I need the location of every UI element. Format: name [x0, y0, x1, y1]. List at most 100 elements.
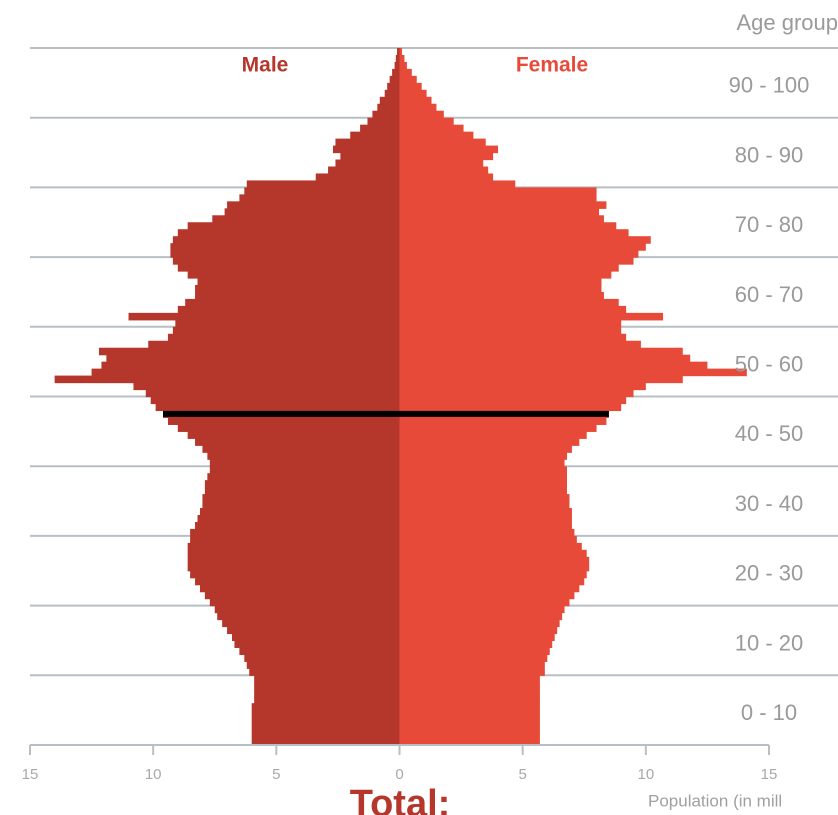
x-tick-label: 5	[272, 766, 280, 783]
bar	[195, 291, 400, 300]
bar	[172, 257, 400, 265]
bar	[234, 640, 400, 649]
bar	[177, 264, 400, 272]
bars	[54, 48, 747, 746]
bar	[254, 689, 400, 697]
bar	[399, 278, 602, 286]
bar	[399, 82, 422, 91]
age-group-label: 10 - 20	[735, 630, 804, 655]
bar	[399, 166, 489, 175]
bar	[335, 138, 400, 147]
bar	[399, 696, 540, 704]
bar	[399, 124, 464, 133]
bar	[399, 487, 568, 495]
bar	[190, 528, 400, 537]
bar	[399, 326, 622, 335]
bar	[246, 661, 400, 669]
bar	[399, 201, 607, 209]
bar	[399, 298, 619, 307]
bar	[399, 222, 617, 230]
bar	[399, 626, 558, 635]
x-axis-title: Population (in mill	[648, 791, 782, 810]
bar	[399, 152, 494, 161]
bar	[399, 452, 568, 460]
bar	[399, 347, 683, 356]
age-group-label: 60 - 70	[735, 282, 804, 307]
bar	[387, 82, 400, 91]
x-tick-label: 10	[145, 766, 162, 783]
bar	[399, 54, 405, 63]
bar	[399, 187, 597, 195]
age-group-label: 80 - 90	[735, 142, 804, 167]
bar	[399, 682, 540, 690]
bar	[399, 619, 560, 628]
bar	[392, 68, 400, 77]
bar	[399, 612, 563, 621]
bar	[399, 438, 580, 446]
bar	[399, 396, 627, 405]
x-tick-label: 5	[518, 766, 526, 783]
bar	[399, 264, 619, 272]
bar	[199, 508, 400, 516]
bar	[399, 445, 572, 453]
bar	[397, 48, 400, 56]
bar	[167, 333, 400, 342]
bar	[399, 724, 540, 732]
bar	[239, 194, 400, 202]
bar	[399, 654, 548, 662]
bar	[246, 180, 400, 188]
bar	[399, 508, 572, 516]
bar	[379, 96, 400, 105]
bar	[399, 208, 600, 216]
bar	[170, 250, 400, 258]
bar	[254, 682, 400, 690]
bar	[399, 131, 474, 140]
bar	[399, 431, 587, 439]
bar	[172, 236, 400, 244]
bar	[399, 459, 565, 467]
bar	[360, 124, 400, 133]
bar	[399, 528, 575, 537]
bar	[399, 424, 597, 432]
bar	[222, 619, 400, 628]
bar	[384, 89, 400, 98]
bar	[209, 459, 400, 467]
bar	[399, 584, 580, 593]
bar	[187, 542, 400, 551]
bar	[231, 633, 400, 642]
bar	[251, 738, 400, 746]
bar	[254, 675, 400, 683]
bar	[209, 466, 400, 474]
bar	[399, 542, 582, 551]
bar	[372, 110, 400, 119]
age-group-label: 0 - 10	[741, 700, 797, 725]
bar	[214, 605, 400, 614]
bar	[204, 487, 400, 495]
bar	[167, 417, 400, 425]
x-tick-label: 15	[761, 766, 778, 783]
bar	[399, 368, 747, 377]
legend-label: Female	[516, 54, 588, 77]
bar	[227, 626, 400, 635]
bar	[399, 68, 412, 77]
bar	[399, 236, 651, 244]
bar	[190, 535, 400, 544]
bar	[399, 710, 540, 718]
bar	[399, 291, 604, 300]
y-axis-title: Age group	[736, 10, 838, 35]
bar	[399, 717, 540, 725]
bar	[98, 347, 400, 356]
bar	[399, 473, 568, 481]
bar	[399, 354, 691, 363]
bar	[150, 396, 400, 405]
age-group-label: 20 - 30	[735, 561, 804, 586]
bar	[244, 654, 400, 662]
bar	[399, 605, 565, 614]
bar	[91, 368, 400, 377]
bar	[399, 480, 568, 488]
bar	[217, 612, 400, 621]
age-group-label: 70 - 80	[735, 212, 804, 237]
bar	[175, 319, 400, 328]
bar	[212, 215, 400, 223]
bar	[187, 563, 400, 572]
